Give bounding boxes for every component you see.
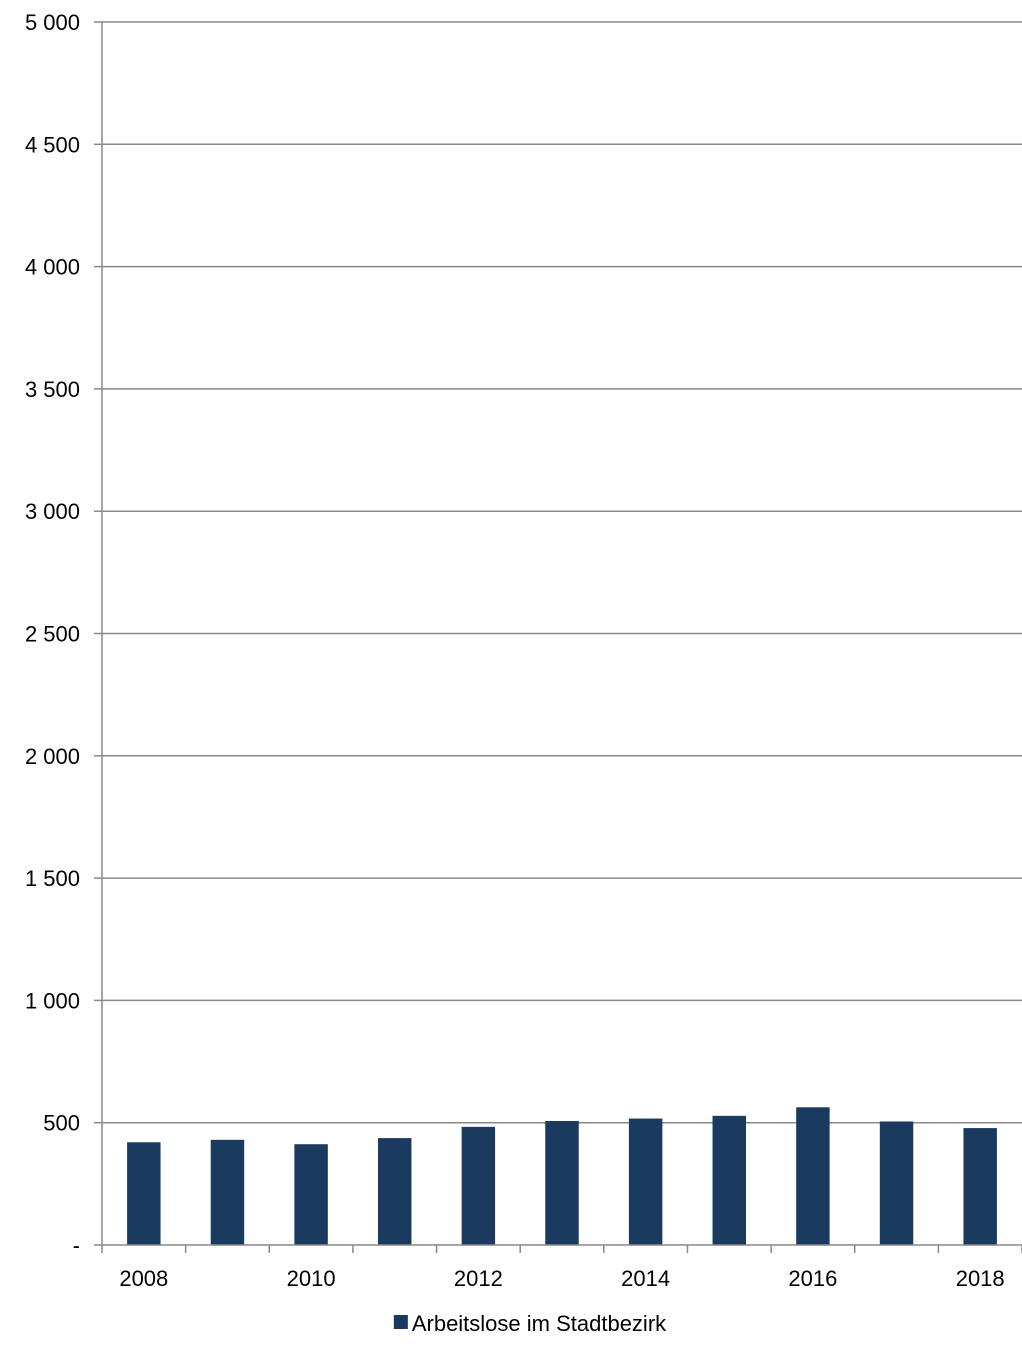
axes bbox=[94, 21, 1022, 1253]
y-tick-label: 1 500 bbox=[25, 866, 80, 891]
bar-2009 bbox=[210, 1139, 245, 1245]
y-tick-label: 4 000 bbox=[25, 255, 80, 280]
bar-2008 bbox=[127, 1142, 161, 1245]
y-tick-label: 1 000 bbox=[25, 988, 80, 1013]
x-tick-label: 2010 bbox=[287, 1266, 336, 1291]
y-tick-label: 3 500 bbox=[25, 377, 80, 402]
y-tick-label: 2 500 bbox=[25, 622, 80, 647]
bar-2016 bbox=[796, 1107, 830, 1245]
bar-2012 bbox=[461, 1126, 496, 1245]
bar-2017 bbox=[879, 1121, 914, 1245]
bar-2011 bbox=[378, 1138, 412, 1245]
x-tick-label: 2018 bbox=[956, 1266, 1005, 1291]
y-tick-label: 500 bbox=[43, 1111, 80, 1136]
legend: Arbeitslose im Stadtbezirk bbox=[393, 1311, 667, 1336]
bar-2018 bbox=[963, 1128, 997, 1245]
y-tick-label: 3 000 bbox=[25, 499, 80, 524]
bar-2015 bbox=[712, 1115, 746, 1245]
y-tick-label: - bbox=[73, 1233, 80, 1258]
x-tick-label: 2014 bbox=[621, 1266, 670, 1291]
bar-2013 bbox=[545, 1120, 579, 1245]
x-tick-label: 2012 bbox=[454, 1266, 503, 1291]
legend-swatch bbox=[393, 1315, 408, 1329]
gridlines bbox=[102, 21, 1022, 1124]
x-tick-label: 2008 bbox=[119, 1266, 168, 1291]
legend-label: Arbeitslose im Stadtbezirk bbox=[412, 1311, 667, 1336]
tick-labels: - 500 1 000 1 500 2 000 2 500 3 000 3 500 4 000 4… bbox=[25, 10, 1005, 1291]
y-tick-label: 4 500 bbox=[25, 132, 80, 157]
bars bbox=[127, 1107, 997, 1245]
bar-2010 bbox=[294, 1144, 328, 1245]
y-tick-label: 5 000 bbox=[25, 10, 80, 35]
y-tick-label: 2 000 bbox=[25, 744, 80, 769]
x-tick-label: 2016 bbox=[788, 1266, 837, 1291]
bar-2014 bbox=[628, 1118, 663, 1245]
